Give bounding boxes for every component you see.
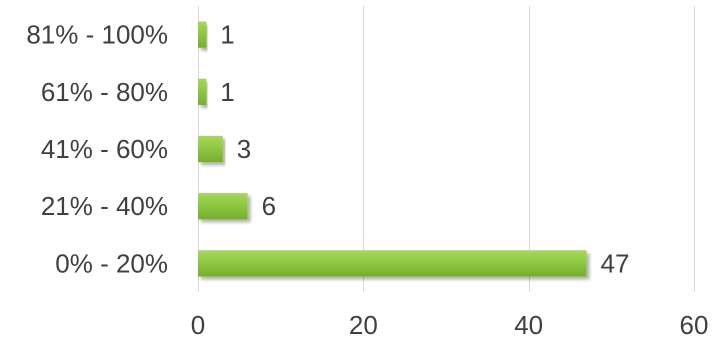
bars xyxy=(198,21,587,277)
bar xyxy=(198,78,207,105)
bar xyxy=(198,193,248,220)
data-label: 1 xyxy=(220,77,234,107)
data-label: 6 xyxy=(262,191,276,221)
x-tick-label: 60 xyxy=(680,310,709,339)
bar xyxy=(198,250,587,277)
bar xyxy=(198,21,207,48)
x-tick-label: 40 xyxy=(514,310,543,339)
x-tick-label: 20 xyxy=(349,310,378,339)
category-label: 41% - 60% xyxy=(41,134,168,164)
bar xyxy=(198,135,223,163)
labels: 0 20 40 60 81% - 100% 1 61% - 80% 1 41% - 60% 3 21… xyxy=(26,20,708,339)
data-label: 1 xyxy=(220,20,234,50)
category-label: 61% - 80% xyxy=(41,77,168,107)
category-label: 21% - 40% xyxy=(41,191,168,221)
x-tick-label: 0 xyxy=(191,310,205,339)
category-label: 0% - 20% xyxy=(55,248,168,278)
data-label: 3 xyxy=(237,134,251,164)
category-label: 81% - 100% xyxy=(26,20,168,50)
data-label: 47 xyxy=(601,248,630,278)
